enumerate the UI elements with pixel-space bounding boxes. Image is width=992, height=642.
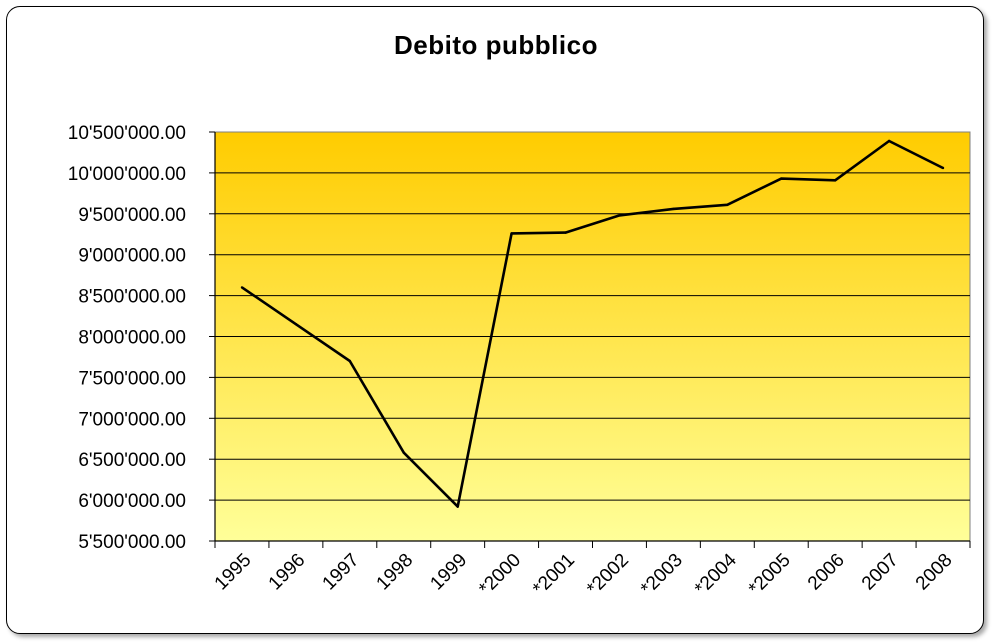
x-tick-label: 1998: [373, 550, 418, 595]
y-tick-label: 7'500'000.00: [78, 368, 186, 389]
x-tick-label: 1997: [319, 550, 364, 595]
x-tick-label: *2005: [745, 550, 795, 600]
data-point: [618, 214, 621, 217]
y-tick-label: 8'500'000.00: [78, 287, 186, 308]
data-point: [348, 359, 352, 363]
x-tick-label: 1999: [426, 550, 471, 595]
x-tick-label: *2002: [583, 550, 633, 600]
series-group: [240, 139, 945, 508]
data-point: [887, 139, 891, 143]
y-tick-label: 6'000'000.00: [78, 491, 186, 512]
data-point: [941, 166, 945, 170]
data-point: [510, 232, 513, 235]
chart-title: Debito pubblico: [394, 30, 598, 60]
series-line-0: [241, 139, 944, 508]
x-tick-label: 2008: [912, 550, 957, 595]
y-tick-label: 10'500'000.00: [68, 123, 186, 144]
y-tick-label: 8'000'000.00: [78, 328, 186, 349]
y-tick-label: 10'000'000.00: [68, 164, 186, 185]
data-point: [240, 286, 244, 289]
data-point: [294, 323, 298, 326]
data-point: [672, 207, 675, 211]
x-tick-label: 2007: [858, 550, 903, 595]
y-tick-label: 9'000'000.00: [78, 246, 186, 267]
data-point: [726, 203, 729, 207]
y-tick-label: 6'500'000.00: [78, 450, 186, 471]
x-axis-ticks: 1995 1996 1997 1998 1999 *2000 *2001 *2002 *2003…: [211, 541, 971, 600]
data-point: [833, 179, 837, 182]
data-point: [402, 451, 405, 454]
x-tick-label: *2003: [637, 550, 687, 600]
data-point: [456, 505, 459, 508]
x-tick-label: 1995: [211, 550, 256, 595]
x-tick-label: *2004: [691, 549, 741, 599]
x-tick-label: 1996: [265, 550, 310, 595]
x-tick-label: *2001: [529, 550, 579, 600]
x-tick-label: 2006: [804, 550, 849, 595]
y-tick-label: 5'500'000.00: [78, 532, 186, 553]
y-tick-label: 7'000'000.00: [78, 409, 186, 430]
data-point: [780, 177, 783, 180]
x-tick-label: *2000: [475, 550, 525, 600]
data-point: [564, 231, 567, 234]
y-tick-label: 9'500'000.00: [78, 205, 186, 226]
y-axis-ticks: 10'500'000.00 10'000'000.00 9'500'000.00 9'…: [68, 123, 215, 553]
